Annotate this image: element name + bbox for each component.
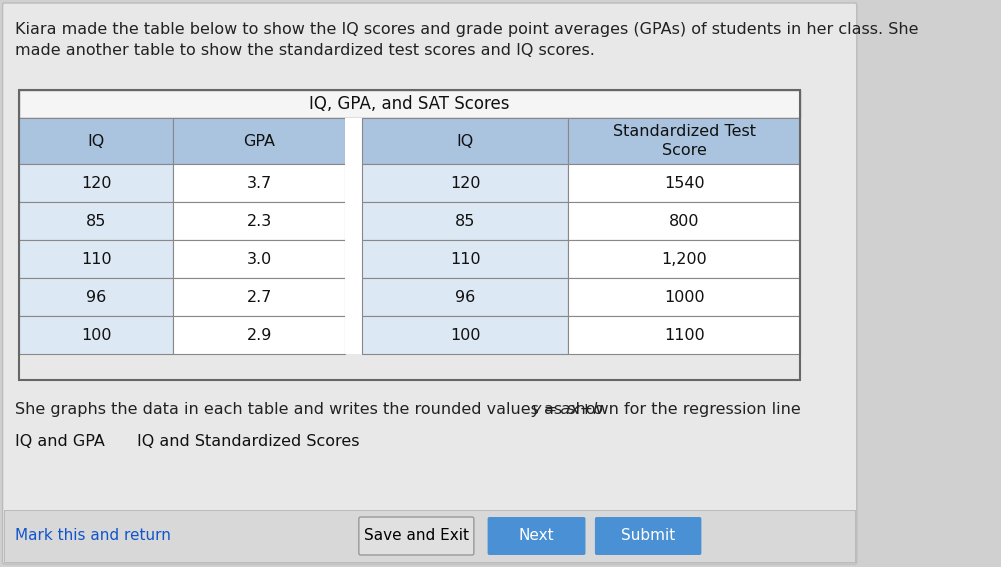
Text: 110: 110 xyxy=(450,252,480,266)
Bar xyxy=(345,240,362,278)
Text: Save and Exit: Save and Exit xyxy=(363,528,468,544)
Bar xyxy=(362,202,569,240)
Bar xyxy=(19,118,173,164)
Bar xyxy=(569,278,800,316)
Bar xyxy=(345,164,362,202)
Text: IQ and GPA: IQ and GPA xyxy=(15,434,105,449)
Text: 2.7: 2.7 xyxy=(246,290,272,304)
Bar xyxy=(173,278,345,316)
Bar xyxy=(173,164,345,202)
Bar xyxy=(345,202,362,240)
Bar xyxy=(19,278,173,316)
Text: Mark this and return: Mark this and return xyxy=(15,528,171,544)
Bar xyxy=(362,316,569,354)
Text: She graphs the data in each table and writes the rounded values as shown for the: She graphs the data in each table and wr… xyxy=(15,402,807,417)
Text: 120: 120 xyxy=(450,176,480,191)
Text: 2.3: 2.3 xyxy=(246,214,272,229)
Text: 1540: 1540 xyxy=(664,176,705,191)
Text: IQ: IQ xyxy=(456,133,473,149)
Text: y = ax+b: y = ax+b xyxy=(532,402,604,417)
Text: Next: Next xyxy=(519,528,555,544)
FancyBboxPatch shape xyxy=(487,517,586,555)
Text: 1000: 1000 xyxy=(664,290,705,304)
Bar xyxy=(345,316,362,354)
Text: 120: 120 xyxy=(81,176,111,191)
Bar xyxy=(345,278,362,316)
Bar xyxy=(362,164,569,202)
Bar xyxy=(362,118,569,164)
Bar xyxy=(345,118,362,164)
FancyBboxPatch shape xyxy=(3,3,857,564)
Text: 100: 100 xyxy=(81,328,111,342)
Bar xyxy=(569,118,800,164)
Bar xyxy=(362,278,569,316)
Text: GPA: GPA xyxy=(243,133,275,149)
Bar xyxy=(19,90,800,118)
FancyBboxPatch shape xyxy=(595,517,702,555)
Text: 3.0: 3.0 xyxy=(246,252,272,266)
Bar xyxy=(569,316,800,354)
Bar xyxy=(569,202,800,240)
Text: IQ: IQ xyxy=(87,133,105,149)
Text: 110: 110 xyxy=(81,252,111,266)
Bar xyxy=(19,90,800,380)
Text: 3.7: 3.7 xyxy=(246,176,272,191)
Bar xyxy=(569,240,800,278)
Text: Kiara made the table below to show the IQ scores and grade point averages (GPAs): Kiara made the table below to show the I… xyxy=(15,22,919,58)
Bar xyxy=(173,202,345,240)
Text: Standardized Test
Score: Standardized Test Score xyxy=(613,124,756,158)
Text: 96: 96 xyxy=(455,290,475,304)
Text: 2.9: 2.9 xyxy=(246,328,272,342)
Text: 96: 96 xyxy=(86,290,106,304)
Bar xyxy=(19,240,173,278)
Text: 1100: 1100 xyxy=(664,328,705,342)
Bar xyxy=(4,510,855,562)
Bar xyxy=(19,316,173,354)
Text: 85: 85 xyxy=(455,214,475,229)
Bar xyxy=(173,240,345,278)
Bar xyxy=(19,164,173,202)
Text: 800: 800 xyxy=(669,214,700,229)
Bar xyxy=(173,316,345,354)
Bar xyxy=(173,118,345,164)
Text: 85: 85 xyxy=(86,214,106,229)
Text: 1,200: 1,200 xyxy=(662,252,707,266)
Bar xyxy=(569,164,800,202)
Text: Submit: Submit xyxy=(621,528,676,544)
FancyBboxPatch shape xyxy=(358,517,473,555)
Text: IQ and Standardized Scores: IQ and Standardized Scores xyxy=(137,434,359,449)
Bar xyxy=(19,202,173,240)
Text: 100: 100 xyxy=(450,328,480,342)
Bar xyxy=(362,240,569,278)
Text: IQ, GPA, and SAT Scores: IQ, GPA, and SAT Scores xyxy=(309,95,510,113)
